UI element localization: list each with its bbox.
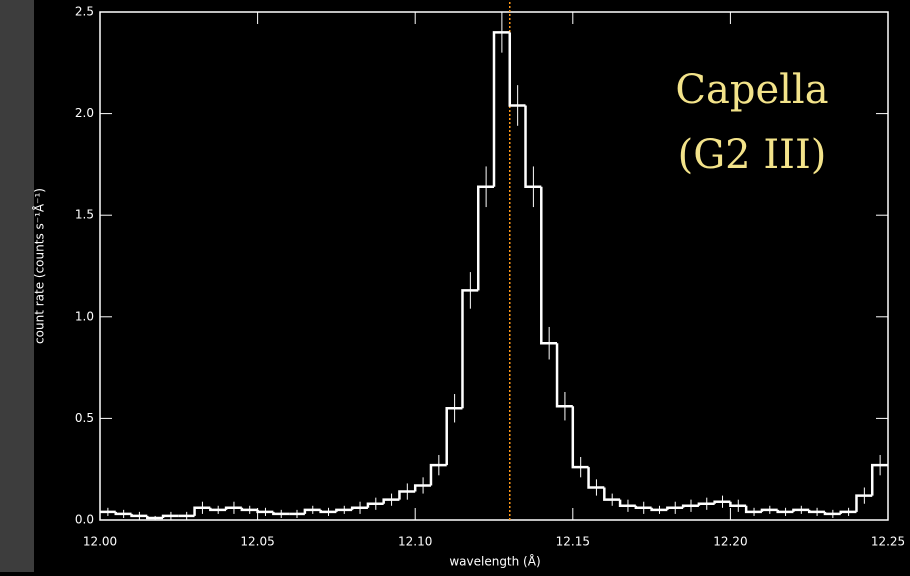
histogram-step — [729, 501, 747, 508]
histogram-step — [429, 463, 447, 486]
histogram-step — [870, 463, 888, 496]
histogram-step — [476, 185, 494, 291]
histogram-step — [744, 505, 762, 514]
histogram-step — [413, 484, 431, 492]
side-strip — [0, 0, 34, 572]
histogram-step — [209, 507, 227, 512]
x-tick-label: 12.00 — [83, 535, 117, 549]
histogram-step — [366, 502, 384, 508]
histogram-step — [492, 31, 510, 187]
y-tick-label: 2.5 — [75, 5, 94, 19]
histogram-step — [603, 487, 621, 501]
annotation: Capella — [675, 67, 828, 113]
histogram-step — [524, 105, 542, 189]
y-tick-label: 0.0 — [75, 513, 94, 527]
histogram-step — [681, 504, 699, 508]
x-tick-label: 12.25 — [871, 535, 905, 549]
histogram-step — [555, 343, 573, 408]
histogram-step — [193, 506, 211, 516]
histogram-step — [587, 467, 605, 489]
annotation: (G2 III) — [678, 132, 827, 178]
histogram-step — [792, 508, 810, 512]
histogram-step — [650, 507, 668, 512]
histogram-step — [540, 186, 558, 345]
histogram-step — [303, 508, 321, 514]
histogram-step — [445, 406, 463, 466]
histogram-step — [855, 494, 873, 512]
y-axis-label: count rate (counts s⁻¹Å⁻¹) — [32, 188, 47, 344]
histogram-step — [776, 509, 794, 514]
histogram-step — [382, 498, 400, 504]
x-tick-label: 12.15 — [556, 535, 590, 549]
plot-frame — [99, 11, 889, 521]
x-tick-label: 12.10 — [398, 535, 432, 549]
histogram-step — [350, 506, 368, 510]
histogram-step — [508, 32, 526, 107]
histogram-step — [319, 509, 337, 514]
histogram-step — [240, 507, 258, 512]
histogram-step — [272, 511, 290, 516]
histogram-step — [146, 515, 164, 520]
histogram-step — [760, 508, 778, 512]
x-axis-label: wavelength (Å) — [449, 554, 540, 569]
histogram-step — [839, 510, 857, 514]
histogram-step — [571, 406, 589, 469]
histogram-step — [618, 499, 636, 508]
y-tick-label: 1.5 — [75, 208, 94, 222]
y-tick-label: 1.0 — [75, 309, 94, 323]
x-tick-label: 12.20 — [713, 535, 747, 549]
histogram-step — [130, 513, 148, 518]
histogram-step — [807, 509, 825, 514]
y-tick-label: 0.5 — [75, 411, 94, 425]
histogram-step — [114, 511, 132, 516]
histogram-step — [398, 490, 416, 500]
histogram-step — [634, 505, 652, 510]
histogram-step — [256, 509, 274, 514]
x-tick-label: 12.05 — [240, 535, 274, 549]
y-tick-label: 2.0 — [75, 106, 94, 120]
histogram-step — [161, 514, 179, 518]
histogram-step — [224, 506, 242, 510]
histogram-step — [335, 508, 353, 512]
histogram-step — [713, 500, 731, 504]
histogram-step — [666, 506, 684, 510]
histogram-step — [697, 502, 715, 506]
histogram-step — [823, 511, 841, 516]
histogram-step — [461, 289, 479, 409]
